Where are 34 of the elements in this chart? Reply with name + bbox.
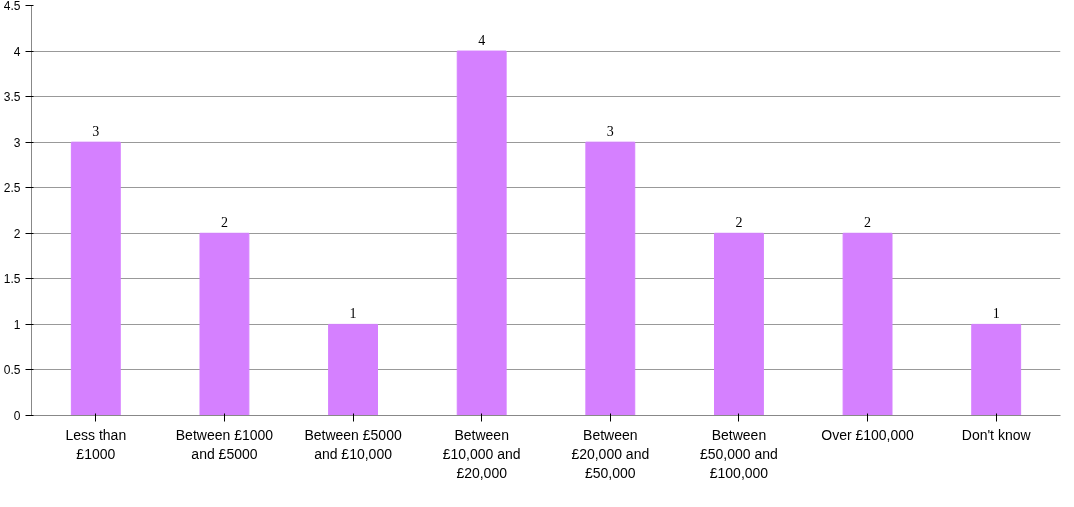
data-label: 1 — [349, 306, 357, 322]
data-label: 1 — [992, 306, 1000, 322]
y-tick-label: 2 — [13, 226, 21, 241]
y-tick-label: 3 — [13, 135, 21, 150]
y-tick-label: 1.5 — [3, 272, 21, 287]
bar — [585, 141, 636, 416]
data-label: 2 — [220, 215, 228, 231]
data-label: 2 — [864, 215, 872, 231]
x-tick-label: Don't know — [961, 426, 1032, 443]
y-tick-label: 0.5 — [3, 363, 21, 378]
data-label: 3 — [92, 124, 100, 140]
x-tick-label: Between £10,000 and £20,000 — [442, 426, 521, 481]
bar — [842, 232, 893, 416]
data-label: 4 — [478, 33, 486, 49]
x-tick-label: Over £100,000 — [821, 426, 915, 443]
x-tick-label: Less than £1000 — [65, 426, 127, 462]
y-tick-label: 2.5 — [3, 181, 21, 196]
data-label: 3 — [606, 124, 614, 140]
bar — [456, 50, 507, 416]
y-tick-label: 4.5 — [3, 0, 21, 13]
bar — [971, 323, 1022, 416]
x-tick-label: Between £5000 and £10,000 — [304, 426, 402, 462]
bar — [328, 323, 378, 416]
bar — [714, 232, 764, 416]
x-tick-label: Between £50,000 and £100,000 — [700, 426, 778, 481]
data-label: 2 — [735, 215, 743, 231]
y-tick-label: 4 — [13, 44, 21, 59]
y-tick-label: 1 — [13, 317, 21, 332]
y-tick-label: 0 — [13, 409, 21, 423]
bar — [70, 141, 121, 416]
bar — [199, 232, 250, 416]
x-tick-label: Between £1000 and £5000 — [175, 426, 274, 462]
y-tick-label: 3.5 — [3, 90, 21, 105]
x-tick-label: Between £20,000 and £50,000 — [571, 426, 650, 481]
